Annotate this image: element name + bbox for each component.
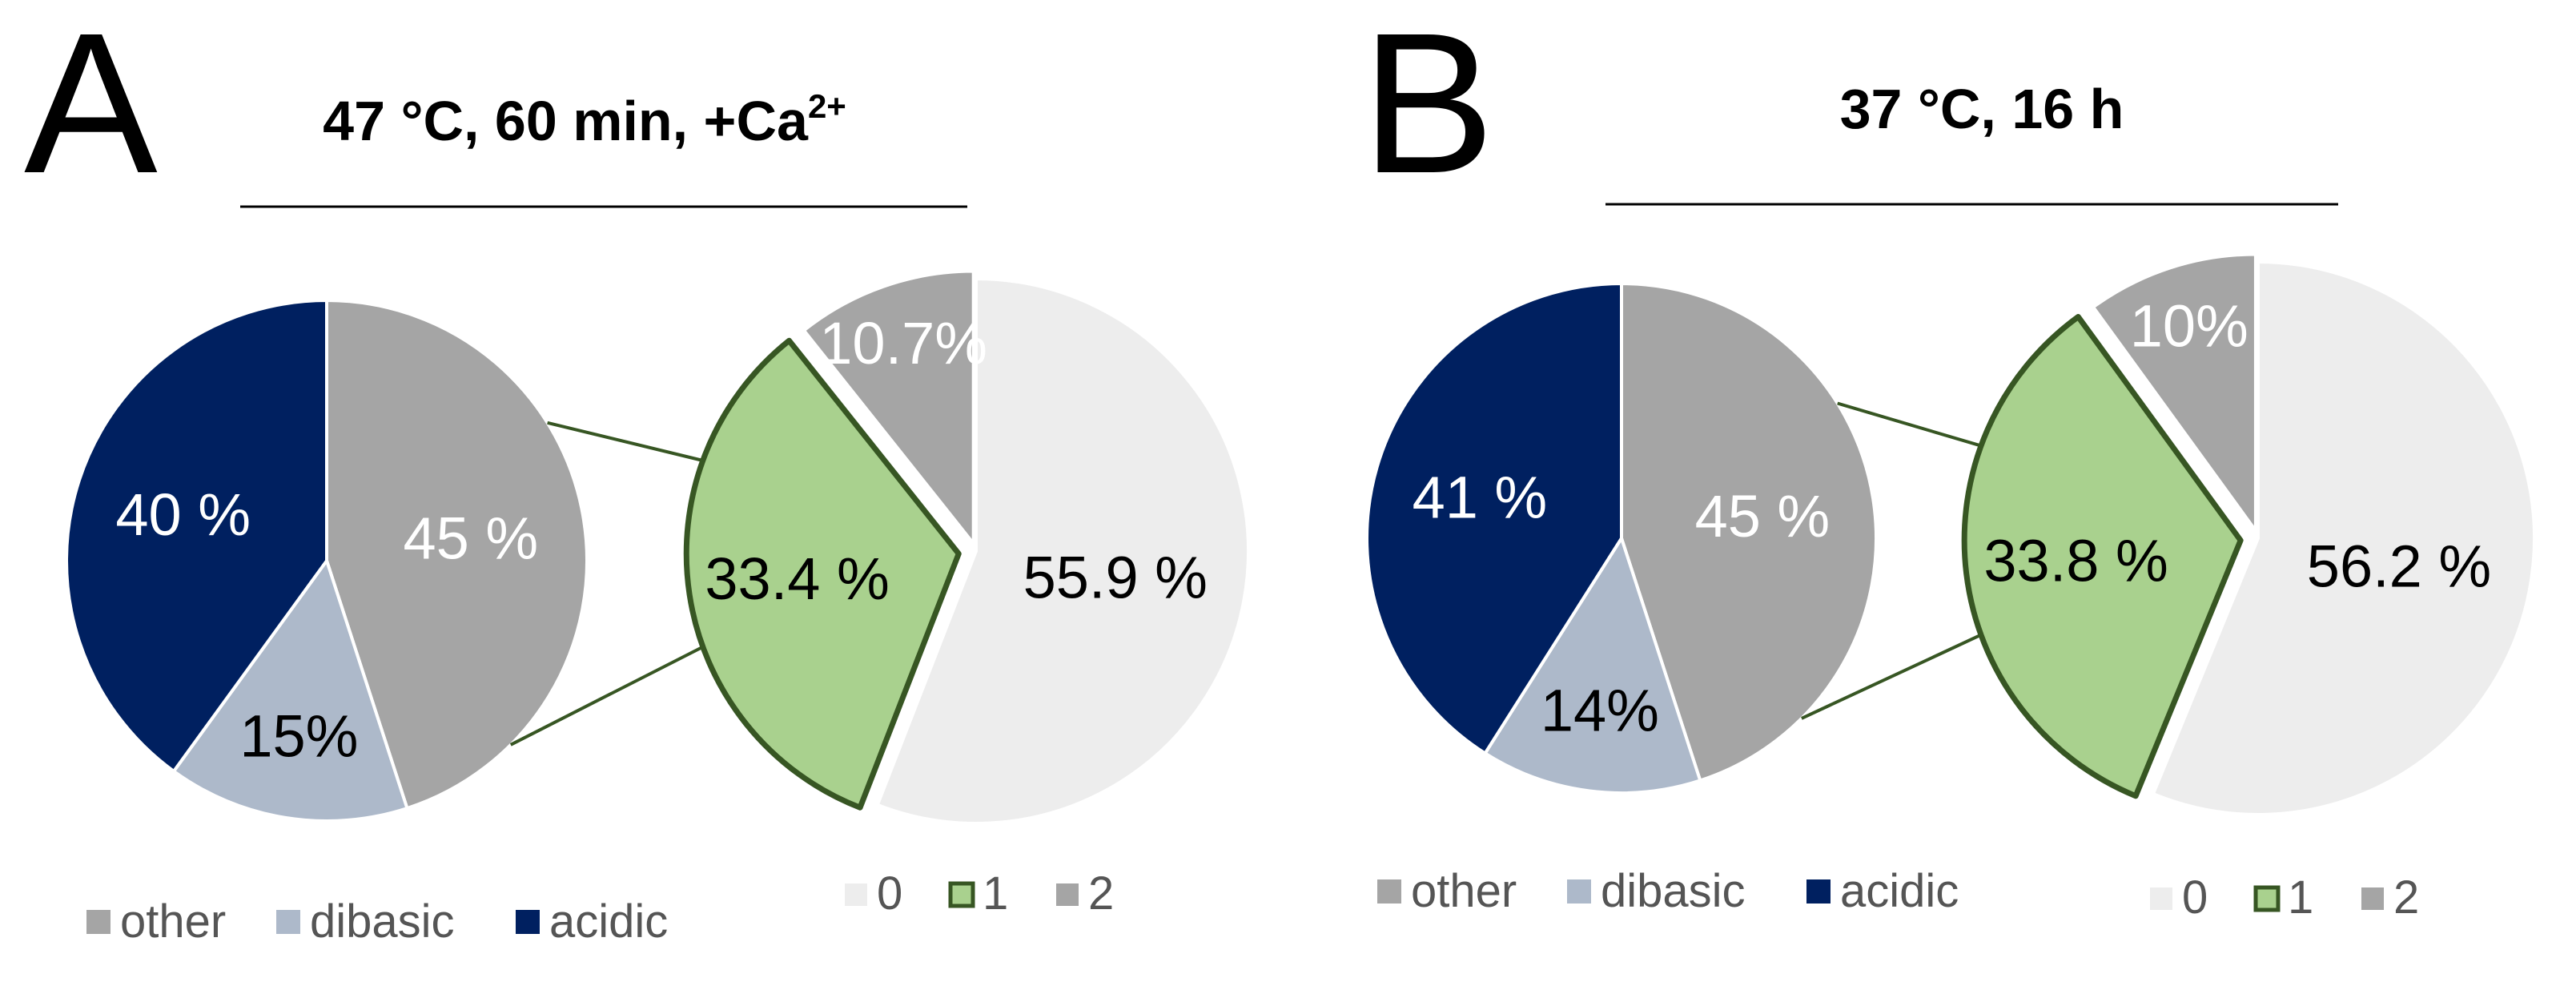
panel-a-legend-swatch-other (86, 910, 111, 934)
panel-a-secondary-slice-0 (875, 277, 1251, 825)
panel-a-primary-pie: 45 % 15% 40 % (65, 298, 589, 823)
panel-b-legend-label-2: 2 (2393, 871, 2419, 924)
panel-b-primary-pie: 45 % 14% 41 % (1365, 281, 1879, 795)
panel-b-primary-label-acidic: 41 % (1413, 465, 1548, 531)
panel-letter-b: B (1361, 0, 1495, 215)
panel-b-title-main: 37 °C, 16 h (1840, 78, 2124, 140)
panel-a-legend-label-0: 0 (877, 867, 902, 920)
panel-a-legend-label-other: other (120, 895, 226, 948)
panel-b-legend-swatch-other (1377, 879, 1401, 904)
panel-a-leader-line-top (547, 421, 704, 462)
panel-a-primary-label-other: 45 % (403, 505, 538, 572)
panel-b-legend-swatch-0 (2150, 887, 2172, 910)
panel-b-primary-legend: other dibasic acidic (1377, 865, 1959, 917)
panel-a-secondary-label-0: 55.9 % (1023, 545, 1208, 611)
panel-b-secondary-slice-2 (2092, 252, 2257, 533)
panel-b-legend-swatch-dibasic (1567, 879, 1591, 904)
panel-b-legend-label-acidic: acidic (1840, 865, 1959, 917)
panel-b-legend-label-0: 0 (2182, 871, 2208, 924)
panel-a-title-main: 47 °C, 60 min, +Ca (323, 90, 809, 152)
panel-a-primary-slice-acidic (65, 298, 328, 774)
panel-letter-a: A (24, 0, 158, 215)
panel-b-legend-label-other: other (1411, 865, 1517, 917)
panel-a-legend-label-2: 2 (1088, 867, 1114, 920)
panel-b-secondary-slice-1 (1961, 314, 2244, 799)
panel-a-legend-swatch-1 (948, 881, 975, 908)
panel-b-legend-swatch-1 (2253, 885, 2281, 912)
panel-b-secondary-pie: 56.2 % 33.8 % 10% (1961, 252, 2537, 816)
panel-a-secondary-label-2: 10.7% (819, 310, 987, 376)
panel-b-secondary-legend: 0 1 2 (2150, 871, 2419, 924)
panel-a-title: 47 °C, 60 min, +Ca2+ (323, 87, 846, 152)
panel-b-title: 37 °C, 16 h (1840, 78, 2124, 140)
panel-a-secondary-legend: 0 1 2 (845, 867, 1114, 920)
panel-a-primary-slice-other (325, 298, 589, 811)
panel-b-leader-line-top (1837, 401, 1982, 448)
panel-a-legend-swatch-acidic (516, 910, 540, 934)
panel-a-secondary-slice-2 (802, 269, 975, 545)
panel-b-secondary-slice-0 (2151, 260, 2537, 816)
panel-a-primary-slice-dibasic (171, 557, 409, 823)
panel-b-primary-label-dibasic: 14% (1541, 678, 1659, 744)
panel-a-legend-swatch-2 (1056, 883, 1079, 906)
panel-a-legend-label-acidic: acidic (549, 895, 668, 948)
panel-a-legend-swatch-dibasic (276, 910, 300, 934)
panel-a-secondary-pie: 55.9 % 33.4 % 10.7% (683, 269, 1251, 825)
panel-a-secondary-slice-1 (683, 337, 962, 811)
panel-b-legend-label-1: 1 (2288, 871, 2313, 924)
panel-a-legend-label-1: 1 (983, 867, 1008, 920)
panel-a-primary-label-dibasic: 15% (239, 702, 358, 769)
panel-b-secondary-label-0: 56.2 % (2307, 533, 2491, 600)
panel-a-legend-swatch-0 (845, 883, 867, 906)
panel-b-leader-line-bottom (1801, 633, 1982, 720)
panel-a-primary-label-acidic: 40 % (115, 481, 251, 548)
panel-b-primary-slice-acidic (1365, 281, 1623, 756)
panel-b-primary-slice-dibasic (1482, 534, 1702, 795)
panel-a-secondary-label-1: 33.4 % (705, 545, 889, 612)
panel-b-primary-label-other: 45 % (1695, 483, 1831, 549)
panel-b-secondary-label-2: 10% (2130, 293, 2248, 360)
panel-b-secondary-label-1: 33.8 % (1983, 527, 2168, 594)
panel-b-legend-label-dibasic: dibasic (1601, 865, 1746, 917)
panel-a-leader-lines (509, 421, 704, 747)
panel-a-leader-line-bottom (509, 645, 704, 747)
panel-a-title-sup: 2+ (808, 87, 846, 125)
panel-b-leader-lines (1801, 401, 1982, 720)
panel-b-legend-swatch-2 (2361, 887, 2384, 910)
panel-a-legend-label-dibasic: dibasic (310, 895, 455, 948)
panel-a-primary-legend: other dibasic acidic (86, 895, 668, 948)
panel-b-legend-swatch-acidic (1806, 879, 1831, 904)
panel-b-primary-slice-other (1620, 281, 1879, 783)
